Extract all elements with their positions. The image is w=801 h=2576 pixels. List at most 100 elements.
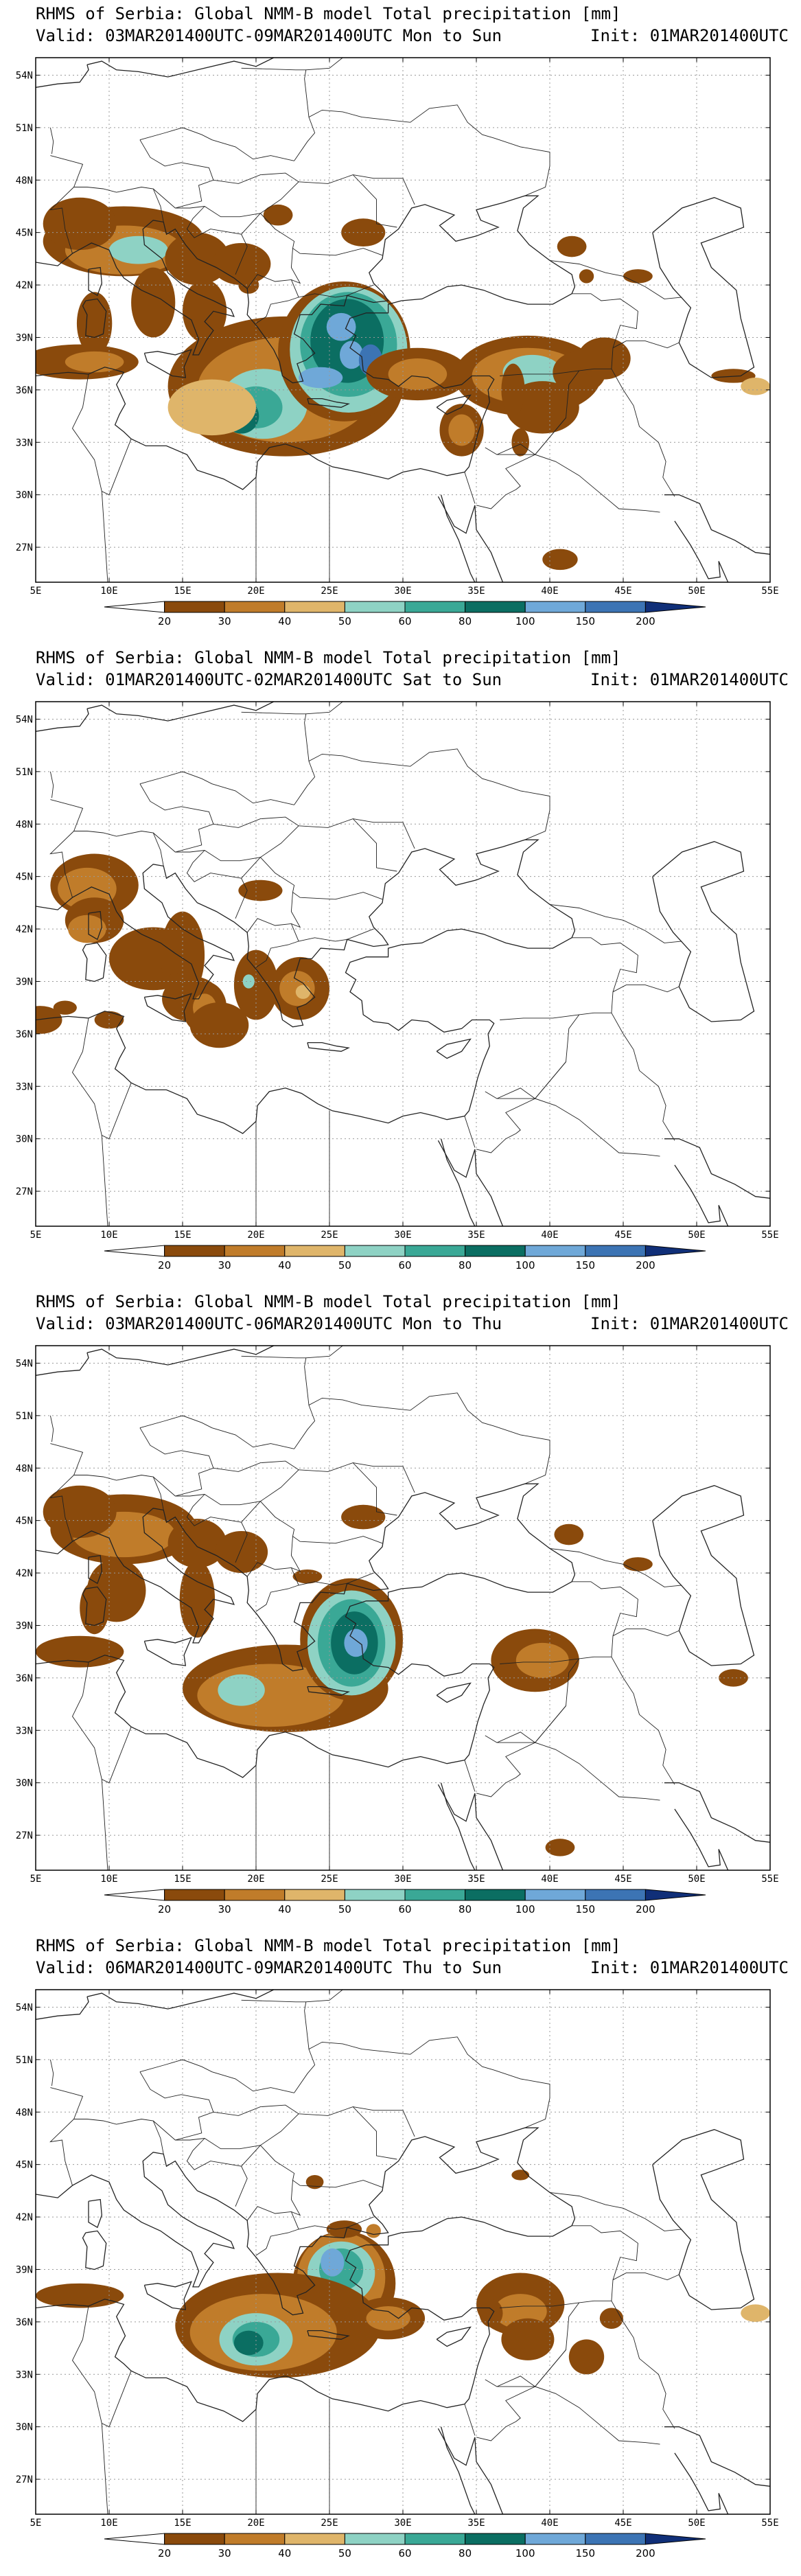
country-border: [299, 284, 374, 298]
precip-area: [479, 2299, 503, 2327]
color-bar-arrow-low: [104, 1889, 165, 1901]
coastline: [652, 1485, 755, 1666]
country-border: [304, 1346, 374, 1405]
coastline: [674, 1808, 729, 1870]
lon-label: 30E: [394, 586, 411, 597]
lat-label: 45N: [16, 2160, 33, 2171]
precip-area: [36, 1006, 62, 1034]
country-border: [304, 58, 374, 117]
map-layers: [36, 702, 770, 1226]
precip-area: [741, 2304, 770, 2322]
color-bar-segment: [465, 2533, 526, 2545]
lon-label: 35E: [467, 1230, 485, 1241]
lat-label: 33N: [16, 1725, 33, 1736]
coastline: [36, 1997, 89, 2020]
coastline: [674, 1164, 729, 1226]
color-bar-segment: [284, 1245, 345, 1257]
lat-label: 27N: [16, 1186, 33, 1197]
color-bar-segment: [224, 601, 286, 613]
precip-area: [545, 1839, 575, 1856]
lon-label: 40E: [541, 586, 558, 597]
lat-label: 36N: [16, 2317, 33, 2328]
country-border: [464, 472, 476, 504]
precip-area: [299, 367, 343, 389]
map-title: RHMS of Serbia: Global NMM-B model Total…: [36, 4, 621, 23]
country-border: [534, 1061, 660, 1157]
coastline: [36, 1353, 89, 1376]
coastline: [307, 1686, 351, 1696]
color-bar-label: 40: [278, 1259, 291, 1272]
forecast-panel-3: RHMS of Serbia: Global NMM-B model Total…: [0, 1288, 801, 1932]
color-bar-label: 60: [398, 615, 411, 628]
country-border: [50, 155, 84, 187]
lon-label: 55E: [761, 2518, 778, 2529]
country-border: [49, 831, 164, 898]
color-bar-segment: [585, 601, 646, 613]
country-border: [50, 1443, 84, 1475]
precip-area: [238, 879, 283, 901]
lon-label: 35E: [467, 2518, 485, 2529]
country-border: [304, 702, 374, 761]
map-layers: [36, 58, 770, 582]
color-bar-label: 30: [218, 615, 231, 628]
color-bar-label: 80: [458, 1903, 472, 1916]
lat-label: 48N: [16, 1463, 33, 1474]
precip-area: [263, 204, 293, 226]
color-bar-label: 100: [515, 615, 535, 628]
precipitation-map: 54N 51N 48N 45N 42N 39N 36N 33N 30N 27N 5E 10E 15E 20…: [16, 57, 779, 628]
country-border: [241, 711, 306, 715]
lat-label: 54N: [16, 1358, 33, 1369]
precip-area: [501, 363, 525, 417]
color-bar-label: 200: [636, 1903, 655, 1916]
lon-label: 30E: [394, 1230, 411, 1241]
color-bar: 20 30 40 50 60 80 100 150 200: [104, 601, 706, 628]
coastline: [88, 266, 102, 297]
precip-area: [568, 2339, 605, 2375]
color-bar-label: 40: [278, 2547, 291, 2560]
lat-label: 48N: [16, 175, 33, 186]
coastline: [674, 2452, 729, 2514]
lat-label: 36N: [16, 1673, 33, 1684]
country-border: [299, 818, 397, 872]
lon-label: 30E: [394, 1874, 411, 1885]
coastline: [437, 1140, 504, 1226]
color-bar-segment: [284, 601, 345, 613]
precip-area: [167, 972, 183, 991]
precip-area: [623, 269, 653, 284]
country-border: [612, 985, 680, 993]
lon-label: 25E: [321, 1874, 338, 1885]
precip-area: [366, 2224, 381, 2238]
color-bar-arrow-low: [104, 1245, 165, 1257]
lon-label: 55E: [761, 586, 778, 597]
precip-area: [366, 2305, 410, 2331]
country-border: [611, 369, 675, 497]
country-border: [241, 67, 306, 71]
color-bar-arrow-high: [645, 1889, 706, 1901]
color-bar-segment: [224, 1245, 286, 1257]
valid-period: Valid: 03MAR201400UTC-09MAR201400UTC Mon…: [36, 26, 502, 45]
init-time: Init: 01MAR201400UTC: [590, 1314, 789, 1333]
color-bar-segment: [344, 1889, 406, 1901]
color-bar-label: 80: [458, 2547, 472, 2560]
precip-area: [167, 379, 256, 436]
precip-area: [557, 235, 587, 257]
lat-label: 54N: [16, 2002, 33, 2013]
lon-label: 45E: [614, 1230, 631, 1241]
lat-label: 30N: [16, 490, 33, 501]
lon-label: 40E: [541, 2518, 558, 2529]
lat-label: 45N: [16, 1516, 33, 1527]
precip-area: [215, 1530, 268, 1574]
coastline: [36, 2127, 576, 2422]
country-border: [50, 2087, 84, 2119]
lat-label: 27N: [16, 2474, 33, 2485]
color-bar-segment: [404, 1889, 466, 1901]
color-bar-label: 60: [398, 1259, 411, 1272]
color-bar-segment: [524, 601, 586, 613]
lon-label: 25E: [321, 586, 338, 597]
lat-label: 45N: [16, 872, 33, 883]
color-bar-segment: [404, 601, 466, 613]
country-border: [294, 2036, 550, 2128]
country-border: [246, 2180, 301, 2221]
map-layers: [36, 1990, 770, 2514]
lon-label: 45E: [614, 2518, 631, 2529]
